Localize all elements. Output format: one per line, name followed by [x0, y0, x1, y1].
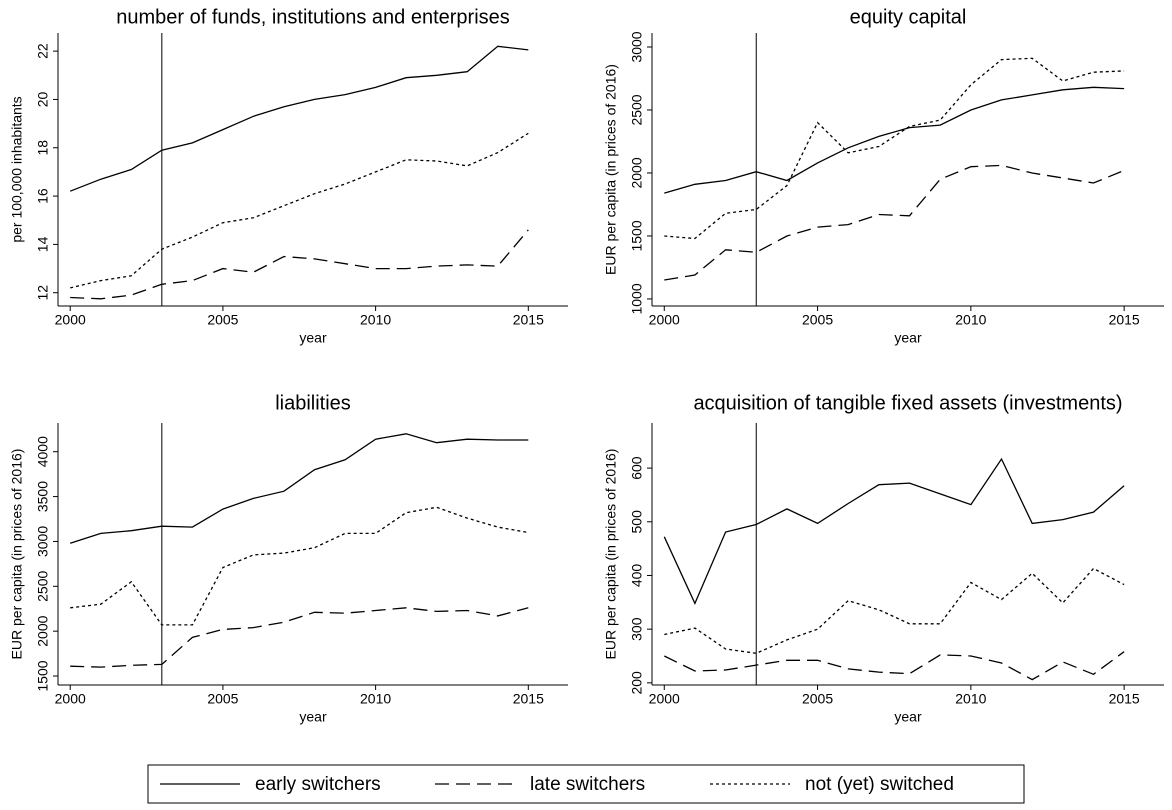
- x-tick-label: 2000: [55, 312, 86, 328]
- x-tick-label: 2005: [207, 312, 238, 328]
- y-tick-label: 3500: [35, 481, 51, 512]
- x-axis-label: year: [894, 330, 922, 346]
- y-tick-label: 16: [35, 188, 51, 204]
- y-tick-label: 2500: [629, 94, 645, 125]
- y-tick-label: 14: [35, 236, 51, 252]
- x-tick-label: 2000: [55, 691, 86, 707]
- chart-title: equity capital: [850, 6, 967, 28]
- y-tick-label: 400: [629, 564, 645, 588]
- y-tick-label: 12: [35, 285, 51, 301]
- y-tick-label: 300: [629, 617, 645, 641]
- x-tick-label: 2015: [1109, 691, 1140, 707]
- x-tick-label: 2010: [955, 312, 986, 328]
- legend-label: late switchers: [530, 774, 645, 795]
- x-tick-label: 2015: [513, 691, 544, 707]
- x-tick-label: 2010: [360, 312, 391, 328]
- x-tick-label: 2010: [955, 691, 986, 707]
- y-tick-label: 1500: [629, 220, 645, 251]
- y-tick-label: 3000: [35, 526, 51, 557]
- y-tick-label: 500: [629, 510, 645, 534]
- x-tick-label: 2015: [513, 312, 544, 328]
- y-tick-label: 2500: [35, 571, 51, 602]
- series-line: [70, 433, 529, 544]
- series-line: [69, 45, 529, 192]
- legend-box: [147, 764, 1025, 804]
- series-line: [70, 132, 529, 289]
- y-tick-label: 20: [35, 91, 51, 107]
- series-line: [664, 651, 1125, 681]
- y-axis-label: per 100,000 inhabitants: [9, 96, 25, 242]
- x-tick-label: 2005: [207, 691, 238, 707]
- y-tick-label: 18: [35, 140, 51, 156]
- x-axis-label: year: [894, 709, 922, 725]
- chart-title: number of funds, institutions and enterp…: [116, 6, 510, 28]
- x-tick-label: 2010: [360, 691, 391, 707]
- legend-label: early switchers: [255, 774, 381, 795]
- legend-label: not (yet) switched: [805, 774, 954, 795]
- x-axis-label: year: [299, 330, 327, 346]
- x-axis-label: year: [299, 709, 327, 725]
- x-tick-label: 2015: [1109, 312, 1140, 328]
- series-line: [664, 57, 1125, 240]
- series-line: [664, 164, 1125, 281]
- x-tick-label: 2000: [649, 312, 680, 328]
- y-tick-label: 2000: [35, 615, 51, 646]
- x-tick-label: 2005: [802, 312, 833, 328]
- series-line: [70, 607, 529, 668]
- series-line: [664, 567, 1125, 654]
- series-line: [70, 229, 529, 300]
- y-tick-label: 600: [629, 456, 645, 480]
- y-tick-label: 22: [35, 43, 51, 59]
- y-axis-label: EUR per capita (in prices of 2016): [9, 449, 25, 660]
- y-tick-label: 3000: [629, 31, 645, 62]
- y-tick-label: 200: [629, 671, 645, 695]
- y-tick-label: 1500: [35, 660, 51, 691]
- y-tick-label: 1000: [629, 283, 645, 314]
- x-tick-label: 2005: [802, 691, 833, 707]
- y-tick-label: 4000: [35, 436, 51, 467]
- y-axis-label: EUR per capita (in prices of 2016): [603, 64, 619, 275]
- y-tick-label: 2000: [629, 157, 645, 188]
- x-tick-label: 2000: [649, 691, 680, 707]
- chart-title: acquisition of tangible fixed assets (in…: [693, 392, 1122, 414]
- y-axis-label: EUR per capita (in prices of 2016): [603, 449, 619, 660]
- series-line: [664, 86, 1125, 194]
- chart-title: liabilities: [275, 392, 351, 414]
- series-line: [663, 457, 1125, 605]
- series-line: [70, 506, 529, 626]
